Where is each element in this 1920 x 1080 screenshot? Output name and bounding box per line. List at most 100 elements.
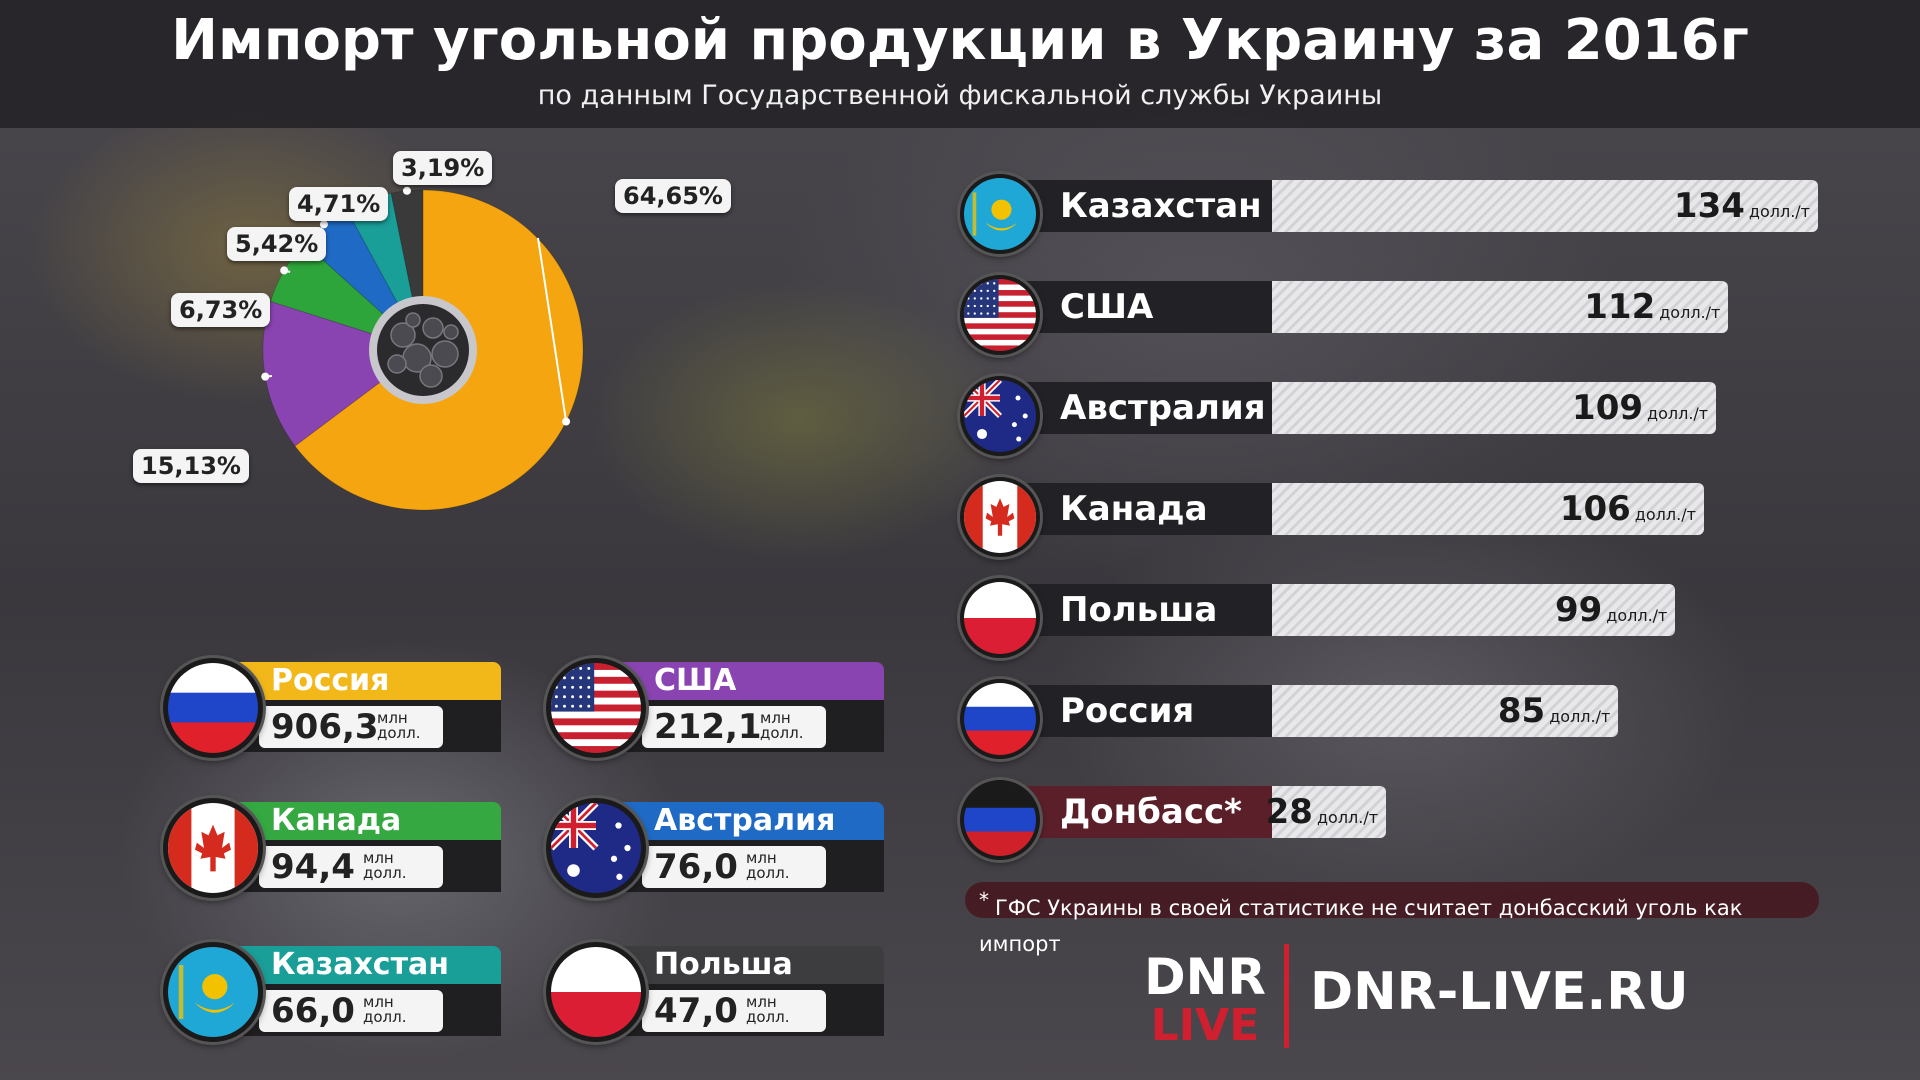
coal-lump — [405, 312, 421, 328]
country-name: Казахстан — [233, 946, 501, 984]
price-row: Австралия 109 долл./т — [960, 376, 1860, 456]
import-unit: млн долл. — [746, 851, 790, 881]
pie-slice-label: 4,71% — [289, 187, 389, 221]
value-panel: 66,0 млн долл. — [259, 990, 443, 1032]
unit-top: млн — [746, 849, 777, 867]
value-panel: 47,0 млн долл. — [642, 990, 826, 1032]
flag-image — [964, 481, 1036, 553]
price-value-label: 28 долл./т — [1266, 786, 1378, 838]
price-value-label: 106 долл./т — [1560, 483, 1696, 535]
value-panel: 906,3 млн долл. — [259, 706, 443, 748]
price-unit: долл./т — [1748, 202, 1810, 221]
price-value: 134 — [1673, 186, 1745, 226]
import-unit: млн долл. — [377, 711, 421, 741]
price-value: 85 — [1497, 691, 1546, 731]
price-country-name: Австралия — [1000, 382, 1272, 434]
price-row: Казахстан 134 долл./т — [960, 174, 1860, 254]
site-name: DNR-LIVE.RU — [1310, 962, 1689, 1022]
logo-bottom-text: LIVE — [1151, 1000, 1260, 1046]
value-box: 76,0 млн долл. — [616, 840, 884, 892]
price-row: Канада 106 долл./т — [960, 477, 1860, 557]
coal-lump — [390, 322, 416, 348]
price-unit: долл./т — [1316, 808, 1379, 827]
price-row: Польша 99 долл./т — [960, 578, 1860, 658]
price-unit: долл./т — [1659, 303, 1721, 322]
import-value: 906,3 — [271, 707, 379, 747]
country-name: Австралия — [616, 802, 884, 840]
unit-top: млн — [760, 709, 791, 727]
country-flag — [546, 658, 646, 758]
unit-top: млн — [363, 993, 394, 1011]
coal-lump — [387, 354, 407, 374]
price-unit: долл./т — [1634, 505, 1696, 524]
import-card: Россия 906,3 млн долл. — [163, 658, 503, 758]
price-value: 99 — [1554, 590, 1603, 630]
country-flag — [163, 798, 263, 898]
pie-slice-label: 15,13% — [133, 449, 249, 483]
pie-leader-dot — [261, 372, 270, 381]
country-flag — [960, 578, 1040, 658]
dnr-live-logo: DNR LIVE — [1145, 948, 1265, 1046]
price-country-name: Польша — [1000, 584, 1272, 636]
unit-bottom: долл. — [377, 724, 421, 742]
price-country-name: Канада — [1000, 483, 1272, 535]
value-box: 94,4 млн долл. — [233, 840, 501, 892]
price-row: США 112 долл./т — [960, 275, 1860, 355]
pie-slice-label: 5,42% — [227, 227, 327, 261]
unit-top: млн — [377, 709, 408, 727]
country-flag — [960, 477, 1040, 557]
country-flag — [546, 942, 646, 1042]
price-value: 28 — [1265, 792, 1313, 832]
value-box: 906,3 млн долл. — [233, 700, 501, 752]
price-value-label: 112 долл./т — [1584, 281, 1720, 333]
coal-lump — [422, 317, 444, 339]
value-panel: 212,1 млн долл. — [642, 706, 826, 748]
price-bar: 134 долл./т — [1272, 180, 1818, 232]
pie-leader-dot — [402, 186, 411, 195]
unit-bottom: долл. — [363, 1008, 407, 1026]
import-unit: млн долл. — [363, 851, 407, 881]
flag-image — [964, 683, 1036, 755]
price-value: 106 — [1559, 489, 1631, 529]
value-panel: 76,0 млн долл. — [642, 846, 826, 888]
flag-image — [551, 663, 641, 753]
coal-lump — [431, 340, 459, 368]
coal-lump — [419, 364, 443, 388]
country-name: США — [616, 662, 884, 700]
country-flag — [960, 275, 1040, 355]
import-value: 66,0 — [271, 991, 355, 1031]
pie-leader-dot — [280, 266, 289, 275]
footnote-text: ГФС Украины в своей статистике не считае… — [979, 896, 1743, 956]
header: Импорт угольной продукции в Украину за 2… — [0, 0, 1920, 128]
value-panel: 94,4 млн долл. — [259, 846, 443, 888]
price-value-label: 85 долл./т — [1498, 685, 1610, 737]
price-country-name: Россия — [1000, 685, 1272, 737]
flag-image — [964, 178, 1036, 250]
country-flag — [546, 798, 646, 898]
page-subtitle: по данным Государственной фискальной слу… — [537, 80, 1383, 111]
pie-leader-line — [537, 237, 568, 422]
unit-bottom: долл. — [760, 724, 804, 742]
pie-chart — [261, 186, 584, 511]
import-unit: млн долл. — [760, 711, 804, 741]
price-row: Россия 85 долл./т — [960, 679, 1860, 759]
country-flag — [960, 679, 1040, 759]
unit-top: млн — [363, 849, 394, 867]
flag-image — [168, 803, 258, 893]
unit-bottom: долл. — [746, 1008, 790, 1026]
flag-image — [964, 279, 1036, 351]
country-flag — [960, 174, 1040, 254]
coal-lump — [443, 324, 459, 340]
flag-image — [168, 663, 258, 753]
page-title: Импорт угольной продукции в Украину за 2… — [171, 8, 1749, 73]
price-bar: 85 долл./т — [1272, 685, 1619, 737]
unit-top: млн — [746, 993, 777, 1011]
price-value-label: 109 долл./т — [1572, 382, 1708, 434]
import-value: 94,4 — [271, 847, 355, 887]
price-row: Донбасс* 28 долл./т — [960, 780, 1860, 860]
country-flag — [163, 658, 263, 758]
value-box: 66,0 млн долл. — [233, 984, 501, 1036]
value-box: 47,0 млн долл. — [616, 984, 884, 1036]
import-card: Канада 94,4 млн долл. — [163, 798, 503, 898]
flag-image — [964, 582, 1036, 654]
